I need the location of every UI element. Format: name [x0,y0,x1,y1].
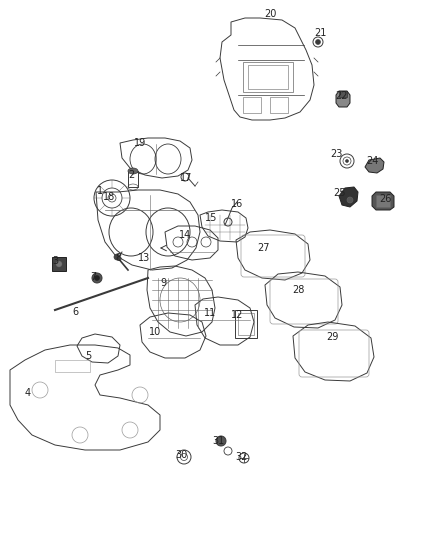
Bar [270,97,288,113]
Text: 29: 29 [326,332,338,342]
Bar [238,313,254,335]
Bar [55,360,90,372]
Circle shape [315,39,321,44]
Circle shape [56,261,62,267]
Text: 19: 19 [134,138,146,148]
Text: 13: 13 [138,253,150,263]
Text: 5: 5 [85,351,91,361]
Text: 23: 23 [330,149,342,159]
Text: 16: 16 [231,199,243,209]
Circle shape [347,197,353,203]
Text: 8: 8 [115,253,121,263]
Text: 31: 31 [212,436,224,446]
Text: 15: 15 [205,213,217,223]
Text: 18: 18 [103,192,115,202]
Bar [376,195,390,207]
Bar [248,65,288,89]
Circle shape [114,254,120,260]
Ellipse shape [128,168,138,174]
Bar [243,97,261,113]
Bar [339,91,347,97]
Text: 3: 3 [52,256,58,266]
Polygon shape [372,192,394,210]
Text: 25: 25 [334,188,346,198]
Circle shape [92,273,102,283]
Bar [52,257,66,271]
Bar [235,310,257,338]
Text: 28: 28 [292,285,304,295]
Bar [128,171,138,187]
Text: 17: 17 [180,173,192,183]
Text: 12: 12 [231,310,243,320]
Text: 20: 20 [264,9,276,19]
Text: 6: 6 [72,307,78,317]
Polygon shape [336,91,350,107]
Text: 10: 10 [149,327,161,337]
Text: 2: 2 [128,170,134,180]
Text: 11: 11 [204,308,216,318]
Circle shape [216,436,226,446]
Polygon shape [365,158,384,173]
Text: 24: 24 [366,156,378,166]
Text: 7: 7 [90,272,96,282]
Circle shape [95,276,99,280]
Text: 1: 1 [97,186,103,196]
Text: 9: 9 [160,278,166,288]
Text: 26: 26 [379,194,391,204]
Polygon shape [339,187,358,207]
Text: 22: 22 [335,91,347,101]
Text: 21: 21 [314,28,326,38]
Text: 14: 14 [179,230,191,240]
Text: 32: 32 [235,452,247,462]
Text: 30: 30 [175,450,187,460]
Bar [243,62,293,92]
Text: 4: 4 [25,388,31,398]
Text: 27: 27 [257,243,269,253]
Circle shape [346,159,349,163]
